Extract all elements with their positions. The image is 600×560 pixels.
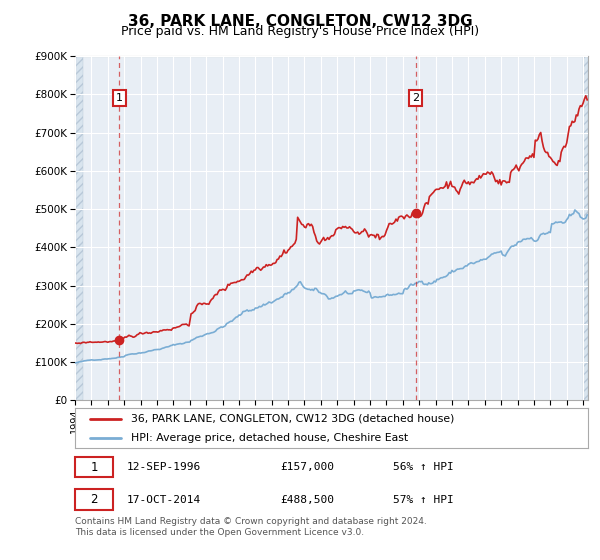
Text: Contains HM Land Registry data © Crown copyright and database right 2024.
This d: Contains HM Land Registry data © Crown c… (75, 517, 427, 537)
Text: 17-OCT-2014: 17-OCT-2014 (127, 494, 200, 505)
Text: 56% ↑ HPI: 56% ↑ HPI (393, 462, 454, 472)
Text: 1: 1 (116, 93, 123, 103)
Text: 57% ↑ HPI: 57% ↑ HPI (393, 494, 454, 505)
Text: 36, PARK LANE, CONGLETON, CW12 3DG: 36, PARK LANE, CONGLETON, CW12 3DG (128, 14, 472, 29)
FancyBboxPatch shape (75, 489, 113, 510)
Text: 36, PARK LANE, CONGLETON, CW12 3DG (detached house): 36, PARK LANE, CONGLETON, CW12 3DG (deta… (131, 414, 455, 424)
Text: 2: 2 (91, 493, 98, 506)
Text: £157,000: £157,000 (280, 462, 334, 472)
Text: £488,500: £488,500 (280, 494, 334, 505)
Text: 12-SEP-1996: 12-SEP-1996 (127, 462, 200, 472)
Text: HPI: Average price, detached house, Cheshire East: HPI: Average price, detached house, Ches… (131, 432, 409, 442)
FancyBboxPatch shape (75, 457, 113, 477)
Text: Price paid vs. HM Land Registry's House Price Index (HPI): Price paid vs. HM Land Registry's House … (121, 25, 479, 38)
Text: 1: 1 (91, 460, 98, 474)
Text: 2: 2 (412, 93, 419, 103)
